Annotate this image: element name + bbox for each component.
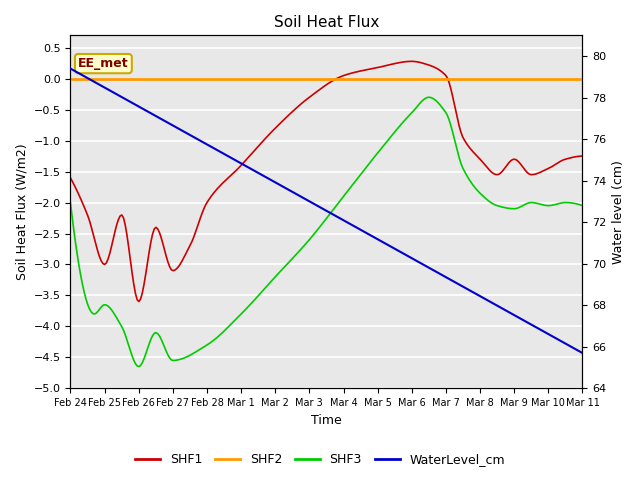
X-axis label: Time: Time	[311, 414, 342, 427]
Y-axis label: Soil Heat Flux (W/m2): Soil Heat Flux (W/m2)	[15, 144, 28, 280]
Legend: SHF1, SHF2, SHF3, WaterLevel_cm: SHF1, SHF2, SHF3, WaterLevel_cm	[130, 448, 510, 471]
Y-axis label: Water level (cm): Water level (cm)	[612, 160, 625, 264]
Title: Soil Heat Flux: Soil Heat Flux	[274, 15, 379, 30]
Text: EE_met: EE_met	[78, 57, 129, 70]
